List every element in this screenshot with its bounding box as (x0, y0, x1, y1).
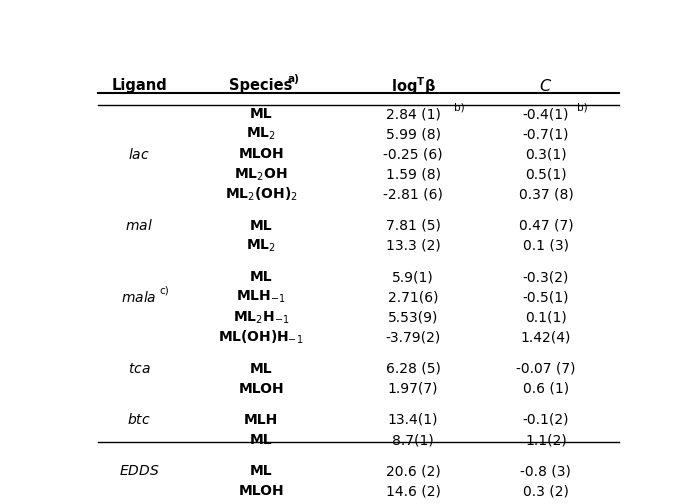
Text: MLH$_{-1}$: MLH$_{-1}$ (236, 289, 286, 305)
Text: 5.53(9): 5.53(9) (388, 310, 438, 325)
Text: 5.99 (8): 5.99 (8) (386, 127, 440, 141)
Text: 7.81 (5): 7.81 (5) (386, 219, 440, 233)
Text: MLOH: MLOH (238, 147, 284, 161)
Text: -2.81 (6): -2.81 (6) (383, 188, 443, 202)
Text: MLOH: MLOH (238, 382, 284, 396)
Text: -0.07 (7): -0.07 (7) (516, 361, 575, 375)
Text: ML$_2$H$_{-1}$: ML$_2$H$_{-1}$ (233, 309, 289, 326)
Text: 0.3(1): 0.3(1) (525, 147, 567, 161)
Text: 1.97(7): 1.97(7) (388, 382, 438, 396)
Text: $\mathbf{\mathit{C}}$: $\mathbf{\mathit{C}}$ (539, 78, 552, 94)
Text: $\mathit{mal}$: $\mathit{mal}$ (125, 218, 153, 233)
Text: 14.6 (2): 14.6 (2) (386, 484, 440, 498)
Text: 0.1 (3): 0.1 (3) (523, 239, 569, 253)
Text: ML$_2$: ML$_2$ (246, 126, 276, 143)
Text: $\mathit{btc}$: $\mathit{btc}$ (127, 412, 151, 427)
Text: ML: ML (250, 270, 272, 284)
Text: ML: ML (250, 464, 272, 478)
Text: $\mathit{lac}$: $\mathit{lac}$ (128, 147, 150, 162)
Text: ML$_2$: ML$_2$ (246, 238, 276, 254)
Text: $\mathit{mala}$: $\mathit{mala}$ (121, 290, 157, 305)
Text: ML: ML (250, 433, 272, 447)
Text: -0.3(2): -0.3(2) (523, 270, 569, 284)
Text: Ligand: Ligand (111, 78, 167, 93)
Text: 5.9(1): 5.9(1) (392, 270, 434, 284)
Text: MLH: MLH (244, 413, 278, 427)
Text: MLOH: MLOH (238, 484, 284, 498)
Text: b): b) (578, 102, 588, 112)
Text: c): c) (160, 285, 169, 295)
Text: -0.8 (3): -0.8 (3) (521, 464, 571, 478)
Text: -0.5(1): -0.5(1) (523, 290, 569, 304)
Text: log$^\mathregular{T}$$\mathbf{\beta}$: log$^\mathregular{T}$$\mathbf{\beta}$ (391, 75, 435, 97)
Text: 1.59 (8): 1.59 (8) (386, 167, 440, 181)
Text: 2.84 (1): 2.84 (1) (386, 107, 440, 121)
Text: ML(OH)H$_{-1}$: ML(OH)H$_{-1}$ (218, 329, 304, 346)
Text: 13.3 (2): 13.3 (2) (386, 239, 440, 253)
Text: 1.1(2): 1.1(2) (525, 433, 567, 447)
Text: b): b) (454, 102, 465, 112)
Text: ML$_2$OH: ML$_2$OH (234, 166, 288, 183)
Text: 0.37 (8): 0.37 (8) (519, 188, 573, 202)
Text: 0.3 (2): 0.3 (2) (523, 484, 569, 498)
Text: 0.6 (1): 0.6 (1) (523, 382, 569, 396)
Text: -0.25 (6): -0.25 (6) (383, 147, 443, 161)
Text: ML: ML (250, 219, 272, 233)
Text: -3.79(2): -3.79(2) (386, 331, 440, 345)
Text: 8.7(1): 8.7(1) (392, 433, 434, 447)
Text: 0.47 (7): 0.47 (7) (519, 219, 573, 233)
Text: 0.5(1): 0.5(1) (525, 167, 567, 181)
Text: -0.4(1): -0.4(1) (523, 107, 569, 121)
Text: 13.4(1): 13.4(1) (388, 413, 438, 427)
Text: ML$_2$(OH)$_2$: ML$_2$(OH)$_2$ (225, 186, 298, 204)
Text: 0.1(1): 0.1(1) (525, 310, 567, 325)
Text: -0.7(1): -0.7(1) (523, 127, 569, 141)
Text: ML: ML (250, 107, 272, 121)
Text: Species: Species (230, 78, 293, 93)
Text: $\mathit{tca}$: $\mathit{tca}$ (127, 361, 150, 375)
Text: ML: ML (250, 361, 272, 375)
Text: $\mathit{EDDS}$: $\mathit{EDDS}$ (119, 464, 160, 478)
Text: 6.28 (5): 6.28 (5) (386, 361, 440, 375)
Text: 2.71(6): 2.71(6) (388, 290, 438, 304)
Text: -0.1(2): -0.1(2) (523, 413, 569, 427)
Text: a): a) (287, 74, 299, 84)
Text: 20.6 (2): 20.6 (2) (386, 464, 440, 478)
Text: 1.42(4): 1.42(4) (521, 331, 571, 345)
